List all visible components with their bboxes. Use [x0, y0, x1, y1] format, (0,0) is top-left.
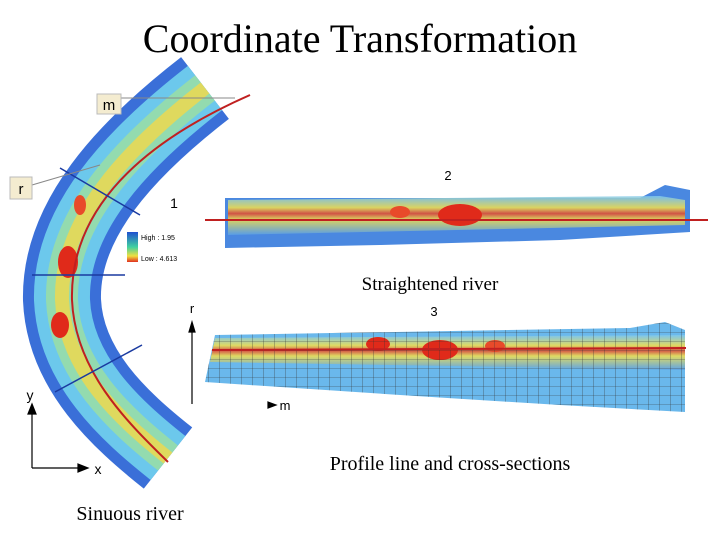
section-label: 1	[170, 195, 178, 211]
axis-y: y	[27, 387, 34, 403]
axis-m: m	[280, 398, 291, 413]
label-box	[9, 176, 33, 200]
sinuous-river-map	[23, 57, 251, 489]
axis-r: r	[190, 301, 195, 316]
caption: Profile line and cross-sections	[330, 453, 571, 475]
section-label: 3	[430, 304, 437, 319]
label-m: m	[103, 97, 116, 114]
color-bar	[127, 232, 138, 262]
caption: Straightened river	[362, 274, 499, 295]
xy-axes	[27, 402, 90, 473]
title: Coordinate Transformation	[143, 16, 577, 61]
section-label: 2	[444, 168, 451, 183]
caption: Sinuous river	[76, 503, 184, 525]
legend-low: Low : 4.613	[141, 256, 177, 263]
profile-axes	[188, 319, 278, 409]
label-box	[96, 93, 122, 115]
straightened-river-map	[205, 185, 708, 248]
legend-high: High : 1.95	[141, 235, 175, 242]
label-r: r	[19, 181, 24, 198]
axis-x: x	[95, 461, 102, 477]
profile-map	[205, 322, 687, 412]
